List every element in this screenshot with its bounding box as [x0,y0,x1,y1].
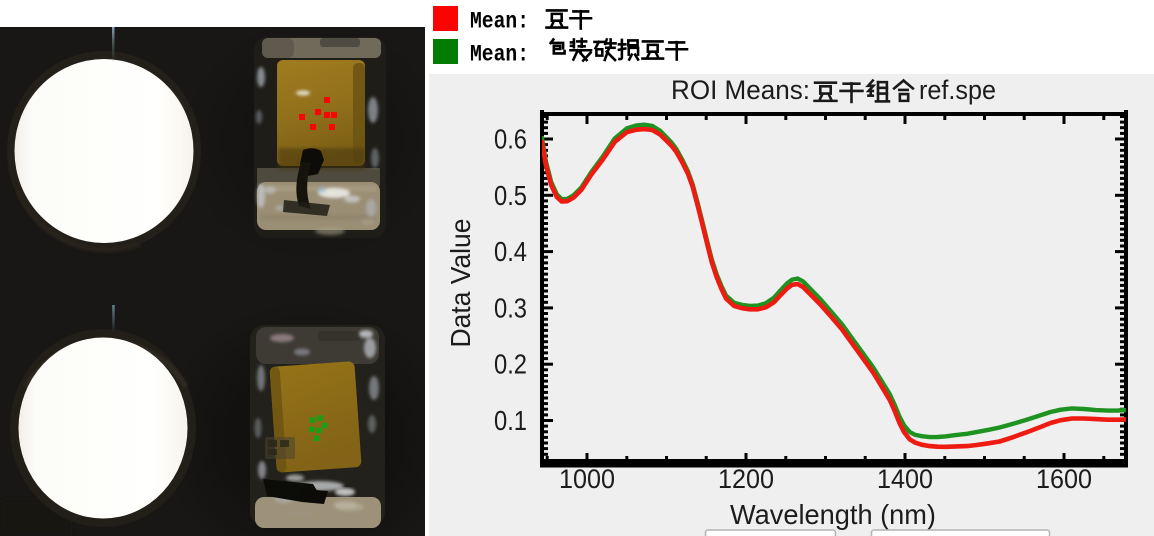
svg-text:Wavelength (nm): Wavelength (nm) [730,499,936,530]
svg-text:ref.spe: ref.spe [919,75,996,105]
svg-text:0.1: 0.1 [494,405,527,436]
svg-text:1600: 1600 [1036,464,1092,494]
svg-text:1000: 1000 [559,464,615,494]
svg-text:0.3: 0.3 [494,292,527,323]
svg-text:Data Value: Data Value [445,219,476,348]
svg-text:0.2: 0.2 [494,349,527,380]
svg-text:Mean:: Mean: [470,42,529,68]
svg-text:Mean:: Mean: [470,9,529,35]
svg-text:0.5: 0.5 [494,180,527,211]
svg-text:0.4: 0.4 [494,236,527,267]
svg-text:ROI Means:: ROI Means: [671,75,810,105]
svg-text:0.6: 0.6 [494,124,527,155]
svg-text:1200: 1200 [718,464,774,494]
svg-text:1400: 1400 [877,464,933,494]
